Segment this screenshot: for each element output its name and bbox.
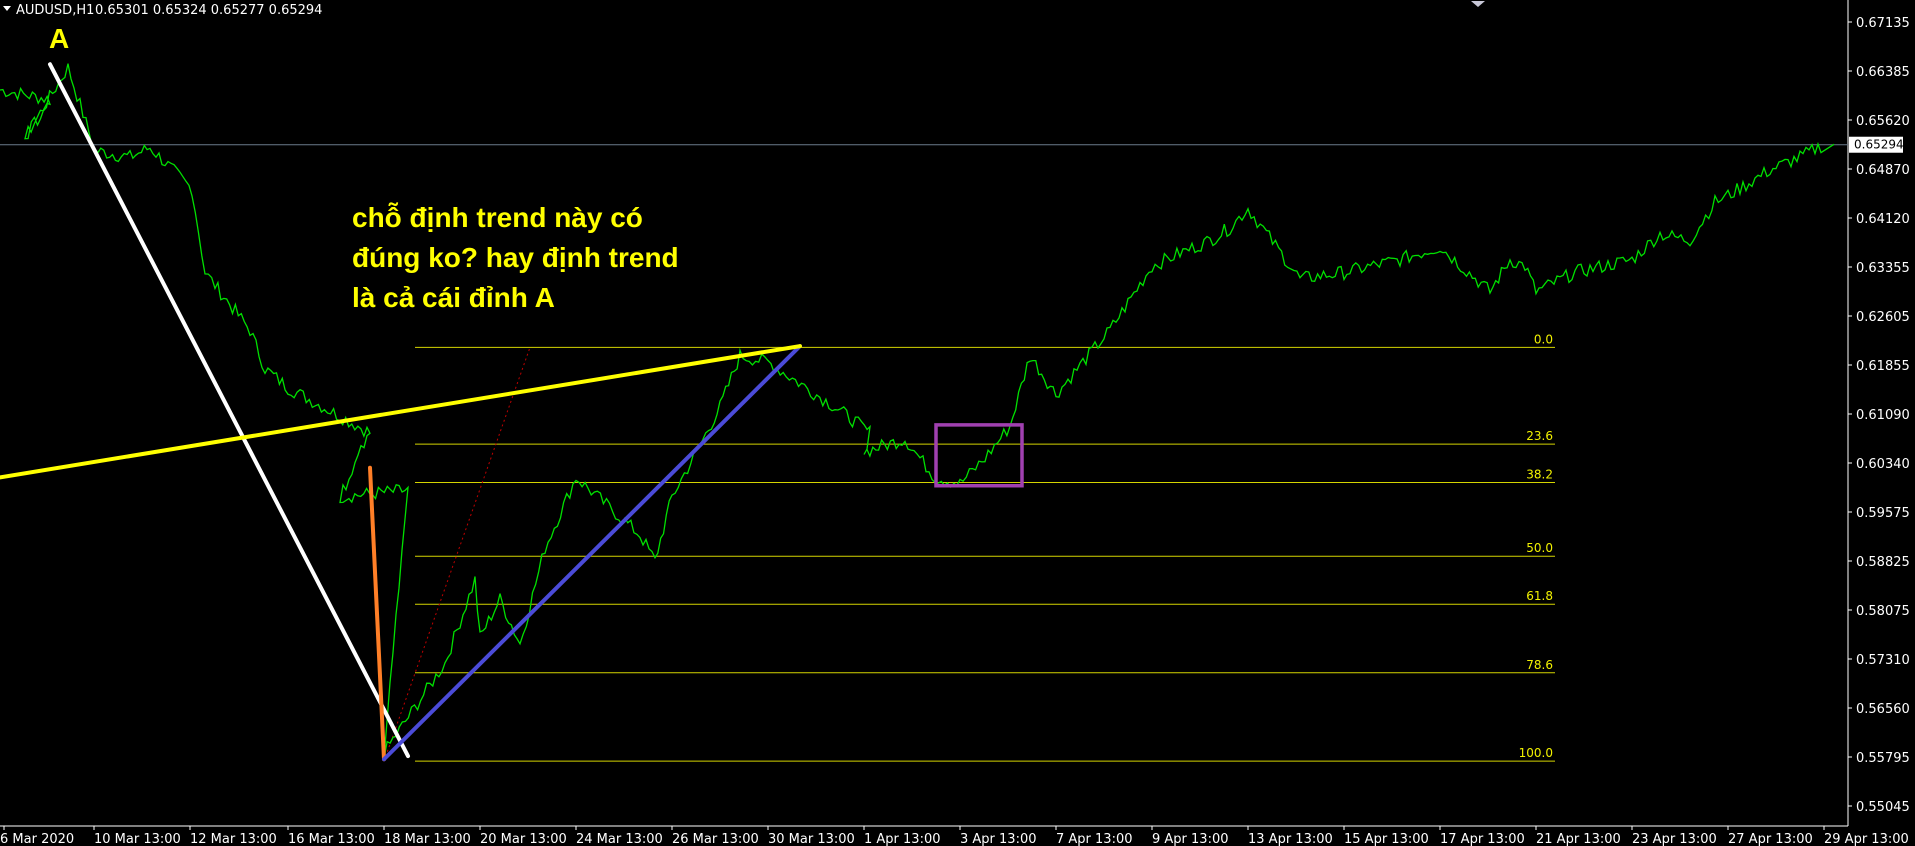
price-tick-label: 0.66385 bbox=[1856, 65, 1910, 80]
price-tick-label: 0.55795 bbox=[1856, 751, 1910, 766]
price-tick-label: 0.67135 bbox=[1856, 16, 1910, 31]
time-tick-label: 1 Apr 13:00 bbox=[864, 832, 941, 846]
price-tick-label: 0.64120 bbox=[1856, 212, 1910, 227]
price-tick-label: 0.59575 bbox=[1856, 506, 1910, 521]
note-line-3: là cả cái đỉnh A bbox=[352, 282, 555, 313]
time-tick-label: 10 Mar 13:00 bbox=[94, 832, 181, 846]
chart-shift-marker-icon[interactable] bbox=[1471, 1, 1485, 7]
fib-level-label: 38.2 bbox=[1526, 468, 1553, 482]
time-tick-label: 15 Apr 13:00 bbox=[1344, 832, 1429, 846]
price-series-line bbox=[0, 63, 1835, 759]
price-tick-label: 0.58075 bbox=[1856, 604, 1910, 619]
fib-level-label: 50.0 bbox=[1526, 541, 1553, 555]
price-tick-label: 0.58825 bbox=[1856, 555, 1910, 570]
time-tick-label: 6 Mar 2020 bbox=[0, 832, 74, 846]
price-tick-label: 0.65620 bbox=[1856, 114, 1910, 129]
fib-level-label: 23.6 bbox=[1526, 429, 1553, 443]
price-tick-label: 0.60340 bbox=[1856, 457, 1910, 472]
time-tick-label: 3 Apr 13:00 bbox=[960, 832, 1037, 846]
current-price-tag bbox=[1849, 136, 1903, 153]
time-tick-label: 18 Mar 13:00 bbox=[384, 832, 471, 846]
fib-level-label: 61.8 bbox=[1526, 589, 1553, 603]
time-tick-label: 9 Apr 13:00 bbox=[1152, 832, 1229, 846]
time-tick-label: 12 Mar 13:00 bbox=[190, 832, 277, 846]
fib-level-label: 100.0 bbox=[1519, 746, 1553, 760]
note-line-1: chỗ định trend này có bbox=[352, 202, 643, 233]
time-tick-label: 26 Mar 13:00 bbox=[672, 832, 759, 846]
fib-level-label: 78.6 bbox=[1526, 658, 1553, 672]
symbol-dropdown-icon[interactable] bbox=[3, 6, 11, 11]
time-tick-label: 20 Mar 13:00 bbox=[480, 832, 567, 846]
fib-level-label: 0.0 bbox=[1534, 332, 1553, 346]
price-tick-label: 0.62605 bbox=[1856, 310, 1910, 325]
price-tick-label: 0.64870 bbox=[1856, 163, 1910, 178]
price-tick-label: 0.63355 bbox=[1856, 261, 1910, 276]
yellow-trendline[interactable] bbox=[0, 344, 802, 480]
time-tick-label: 30 Mar 13:00 bbox=[768, 832, 855, 846]
price-tick-label: 0.61090 bbox=[1856, 408, 1910, 423]
price-tick-label: 0.56560 bbox=[1856, 702, 1910, 717]
time-tick-label: 7 Apr 13:00 bbox=[1056, 832, 1133, 846]
time-tick-label: 27 Apr 13:00 bbox=[1728, 832, 1813, 846]
point-a-label: A bbox=[49, 23, 69, 54]
price-tick-label: 0.61855 bbox=[1856, 359, 1910, 374]
time-tick-label: 23 Apr 13:00 bbox=[1632, 832, 1717, 846]
blue-trendline[interactable] bbox=[382, 344, 802, 762]
price-tick-label: 0.57310 bbox=[1856, 653, 1910, 668]
white-trendline[interactable] bbox=[48, 62, 410, 759]
time-tick-label: 16 Mar 13:00 bbox=[288, 832, 375, 846]
ohlc-values: 0.65301 0.65324 0.65277 0.65294 bbox=[95, 3, 322, 18]
pullback-highlight-box bbox=[934, 423, 1024, 488]
fib-base-dotted-line bbox=[383, 347, 531, 762]
current-price-tag-label: 0.65294 bbox=[1854, 138, 1904, 152]
time-tick-label: 17 Apr 13:00 bbox=[1440, 832, 1525, 846]
time-tick-label: 24 Mar 13:00 bbox=[576, 832, 663, 846]
price-tick-label: 0.55045 bbox=[1856, 800, 1910, 815]
time-tick-label: 13 Apr 13:00 bbox=[1248, 832, 1333, 846]
symbol-label: AUDUSD,H1 bbox=[16, 3, 94, 18]
time-tick-label: 29 Apr 13:00 bbox=[1824, 832, 1909, 846]
orange-trendline[interactable] bbox=[368, 465, 386, 762]
note-line-2: đúng ko? hay định trend bbox=[352, 242, 679, 273]
time-tick-label: 21 Apr 13:00 bbox=[1536, 832, 1621, 846]
